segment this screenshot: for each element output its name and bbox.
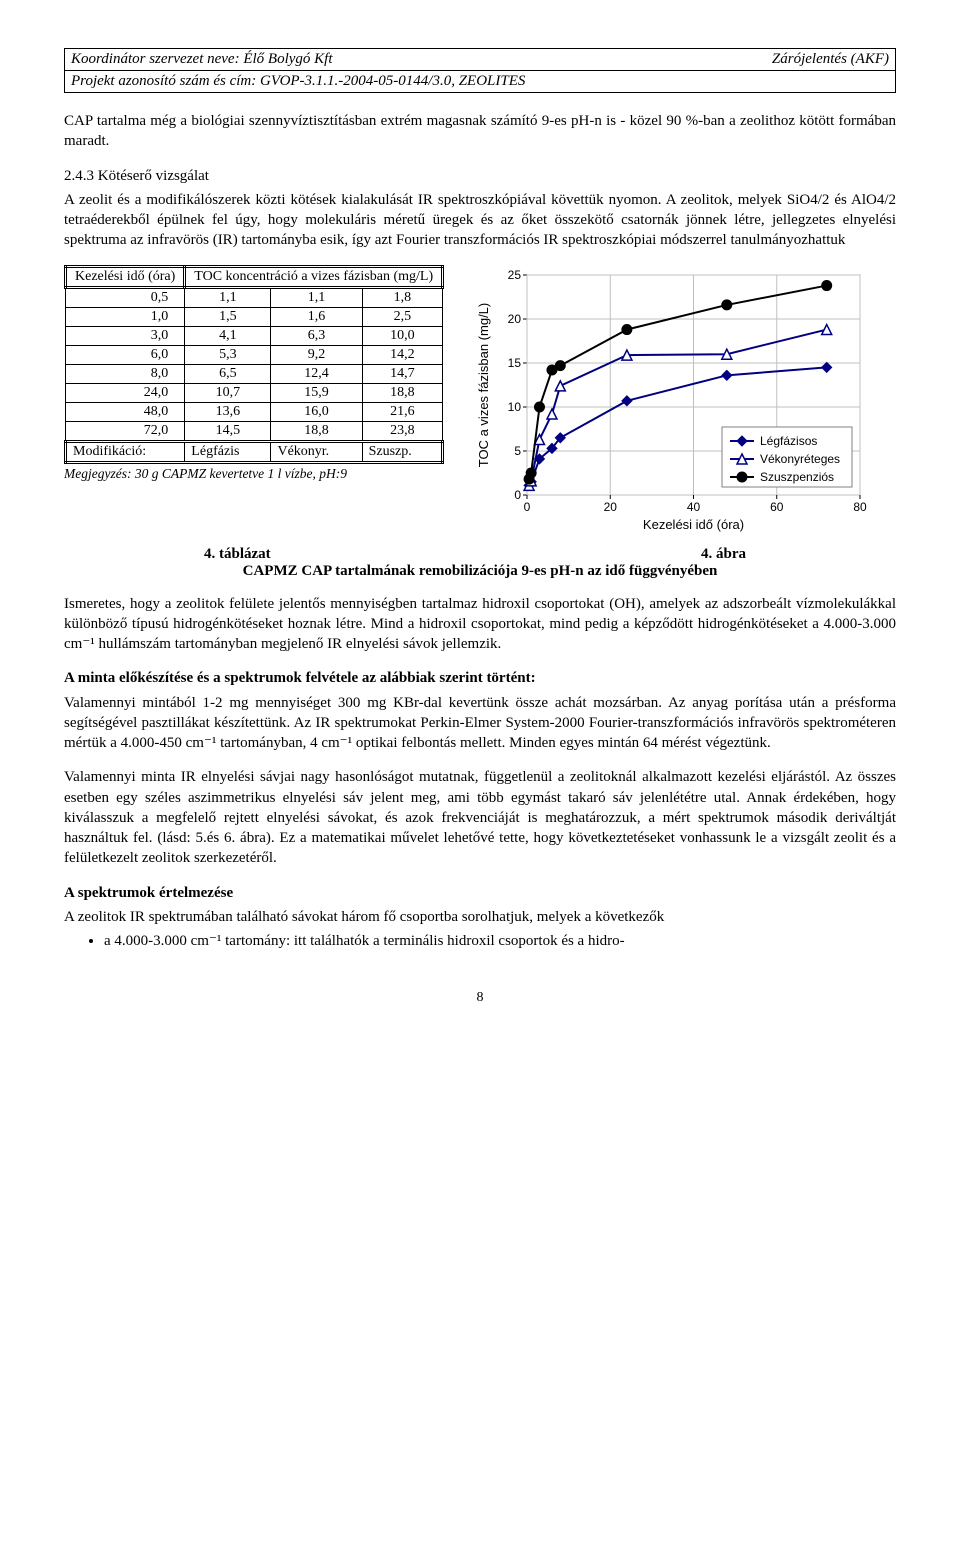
proj-value: GVOP-3.1.1.-2004-05-0144/3.0, ZEOLITES: [260, 73, 525, 89]
table-row: 48,013,616,021,6: [66, 402, 443, 421]
svg-text:80: 80: [853, 500, 867, 514]
data-table: Kezelési idő (óra) TOC koncentráció a vi…: [64, 265, 444, 464]
table-cell: 21,6: [362, 402, 443, 421]
org-value: Élő Bolygó Kft: [243, 51, 332, 67]
svg-text:0: 0: [524, 500, 531, 514]
table-footer-cell: Modifikáció:: [66, 441, 185, 462]
paragraph-6: A zeolitok IR spektrumában található sáv…: [64, 907, 896, 927]
svg-text:60: 60: [770, 500, 784, 514]
svg-text:15: 15: [508, 356, 522, 370]
table-chart-row: Kezelési idő (óra) TOC koncentráció a vi…: [64, 265, 896, 540]
table-cell: 1,8: [362, 287, 443, 307]
table-cell: 2,5: [362, 307, 443, 326]
table-footer-cell: Légfázis: [185, 441, 271, 462]
table-cell: 1,1: [271, 287, 362, 307]
table-cell: 0,5: [66, 287, 185, 307]
col1-header: Kezelési idő (óra): [66, 266, 185, 287]
svg-text:10: 10: [508, 400, 522, 414]
table-cell: 1,5: [185, 307, 271, 326]
svg-text:Légfázisos: Légfázisos: [760, 434, 817, 448]
table-row: 24,010,715,918,8: [66, 383, 443, 402]
paragraph-2: A zeolit és a modifikálószerek közti köt…: [64, 190, 896, 251]
table-row: 3,04,16,310,0: [66, 326, 443, 345]
doc-header-table: Koordinátor szervezet neve: Élő Bolygó K…: [64, 48, 896, 93]
table-cell: 5,3: [185, 345, 271, 364]
table-note: Megjegyzés: 30 g CAPMZ kevertetve 1 l ví…: [64, 466, 444, 482]
table-cell: 18,8: [362, 383, 443, 402]
paragraph-5: Valamennyi minta IR elnyelési sávjai nag…: [64, 767, 896, 868]
org-label: Koordinátor szervezet neve:: [71, 51, 240, 67]
svg-text:Kezelési idő (óra): Kezelési idő (óra): [643, 517, 744, 532]
para4-heading: A minta előkészítése és a spektrumok fel…: [64, 670, 536, 686]
bullet-list: a 4.000-3.000 cm⁻¹ tartomány: itt találh…: [64, 931, 896, 950]
line-chart: 0 5 10 15 20 25 0 20 40 60 80 Kezelési idő (óra) TOC…: [472, 265, 872, 535]
fig-subcaption: CAPMZ CAP tartalmának remobilizációja 9-…: [64, 563, 896, 580]
table-cell: 1,1: [185, 287, 271, 307]
proj-label: Projekt azonosító szám és cím:: [71, 73, 256, 89]
svg-text:20: 20: [508, 312, 522, 326]
table-cell: 14,5: [185, 421, 271, 441]
table-cell: 6,3: [271, 326, 362, 345]
svg-text:0: 0: [514, 488, 521, 502]
fig-caption-row: 4. táblázat 4. ábra: [64, 546, 896, 563]
table-cell: 6,0: [66, 345, 185, 364]
table-cell: 24,0: [66, 383, 185, 402]
table-cell: 8,0: [66, 364, 185, 383]
page-number: 8: [64, 990, 896, 1006]
svg-text:Szuszpenziós: Szuszpenziós: [760, 470, 834, 484]
table-row: 6,05,39,214,2: [66, 345, 443, 364]
table-footer-row: Modifikáció:LégfázisVékonyr.Szuszp.: [66, 441, 443, 462]
table-row: 1,01,51,62,5: [66, 307, 443, 326]
table-row: 0,51,11,11,8: [66, 287, 443, 307]
table-footer-cell: Szuszp.: [362, 441, 443, 462]
table-row: 8,06,512,414,7: [66, 364, 443, 383]
svg-text:20: 20: [604, 500, 618, 514]
svg-text:5: 5: [514, 444, 521, 458]
table-cell: 72,0: [66, 421, 185, 441]
table-cell: 1,0: [66, 307, 185, 326]
para6-heading: A spektrumok értelmezése: [64, 885, 233, 901]
table-cell: 15,9: [271, 383, 362, 402]
table-cell: 9,2: [271, 345, 362, 364]
table-cell: 12,4: [271, 364, 362, 383]
table-cell: 14,2: [362, 345, 443, 364]
header-row2: Projekt azonosító szám és cím: GVOP-3.1.…: [65, 71, 896, 93]
table-cell: 10,7: [185, 383, 271, 402]
chart-block: 0 5 10 15 20 25 0 20 40 60 80 Kezelési idő (óra) TOC…: [472, 265, 896, 540]
report-type: Zárójelentés (AKF): [772, 51, 889, 68]
paragraph-3: Ismeretes, hogy a zeolitok felülete jele…: [64, 594, 896, 655]
table-cell: 48,0: [66, 402, 185, 421]
table-cell: 23,8: [362, 421, 443, 441]
table-cell: 10,0: [362, 326, 443, 345]
table-cell: 14,7: [362, 364, 443, 383]
svg-text:25: 25: [508, 268, 522, 282]
table-cell: 1,6: [271, 307, 362, 326]
header-row1: Koordinátor szervezet neve: Élő Bolygó K…: [65, 49, 896, 71]
section-heading: 2.4.3 Kötéserő vizsgálat: [64, 166, 896, 186]
svg-text:40: 40: [687, 500, 701, 514]
table-cell: 4,1: [185, 326, 271, 345]
table-cell: 3,0: [66, 326, 185, 345]
svg-text:TOC a vizes fázisban (mg/L): TOC a vizes fázisban (mg/L): [476, 302, 491, 466]
figure-caption: 4. ábra: [701, 546, 896, 563]
bullet-item-1: a 4.000-3.000 cm⁻¹ tartomány: itt találh…: [104, 931, 896, 950]
table-footer-cell: Vékonyr.: [271, 441, 362, 462]
paragraph-4: Valamennyi mintából 1-2 mg mennyiséget 3…: [64, 693, 896, 754]
paragraph-1: CAP tartalma még a biológiai szennyvízti…: [64, 111, 896, 152]
table-cell: 6,5: [185, 364, 271, 383]
col-group-header: TOC koncentráció a vizes fázisban (mg/L): [185, 266, 443, 287]
data-table-block: Kezelési idő (óra) TOC koncentráció a vi…: [64, 265, 444, 482]
table-row: 72,014,518,823,8: [66, 421, 443, 441]
table-cell: 18,8: [271, 421, 362, 441]
table-cell: 13,6: [185, 402, 271, 421]
table-cell: 16,0: [271, 402, 362, 421]
table-caption: 4. táblázat: [64, 546, 271, 563]
svg-text:Vékonyréteges: Vékonyréteges: [760, 452, 840, 466]
